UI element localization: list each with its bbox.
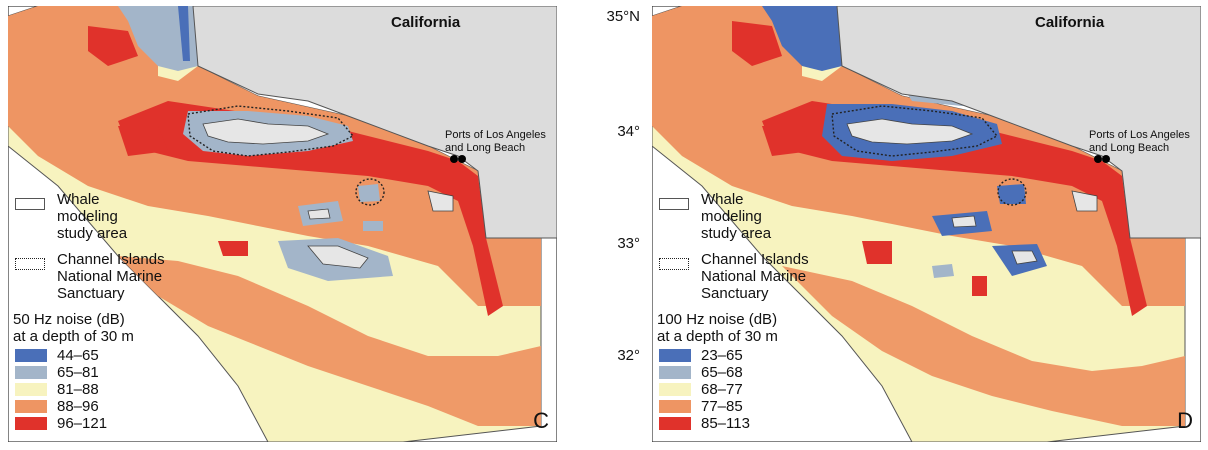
study-area-symbol — [659, 198, 689, 210]
noise-legend-title: 50 Hz noise (dB) at a depth of 30 m — [13, 311, 193, 345]
noise-class-1: 44–65 — [13, 347, 193, 364]
legend-sanctuary: Channel Islands National Marine Sanctuar… — [13, 251, 193, 302]
legend-study-area: Whale modeling study area — [657, 191, 837, 242]
legend: Whale modeling study area Channel Island… — [657, 191, 837, 432]
swatch — [15, 366, 47, 379]
noise-title-line-1: 100 Hz noise (dB) — [657, 311, 778, 328]
legend-sanctuary: Channel Islands National Marine Sanctuar… — [657, 251, 837, 302]
swatch — [15, 417, 47, 430]
study-area-line-1: Whale — [57, 191, 100, 208]
ports-label: Ports of Los Angeles and Long Beach — [445, 129, 555, 155]
class-label: 65–81 — [57, 364, 99, 381]
noise-title-line-1: 50 Hz noise (dB) — [13, 311, 125, 328]
class-label: 81–88 — [57, 381, 99, 398]
class-label: 85–113 — [701, 415, 750, 432]
noise-title-line-2: at a depth of 30 m — [657, 328, 778, 345]
noise-class-1: 23–65 — [657, 347, 837, 364]
study-area-line-3: study area — [701, 225, 772, 242]
noise-class-4: 88–96 — [13, 398, 193, 415]
swatch — [15, 349, 47, 362]
class-label: 77–85 — [701, 398, 743, 415]
state-label: California — [1035, 14, 1105, 31]
ports-label-line-1: Ports of Los Angeles — [1089, 129, 1190, 141]
swatch — [15, 400, 47, 413]
class-label: 88–96 — [57, 398, 99, 415]
ports-label-line-1: Ports of Los Angeles — [445, 129, 546, 141]
noise-map-d — [652, 6, 1201, 442]
study-area-line-2: modeling — [701, 208, 762, 225]
sanctuary-symbol — [15, 258, 45, 270]
sanctuary-line-2: National Marine — [701, 268, 807, 285]
noise-class-3: 81–88 — [13, 381, 193, 398]
class-label: 23–65 — [701, 347, 743, 364]
swatch — [659, 349, 691, 362]
latitude-label-32: 32° — [617, 347, 640, 364]
swatch — [15, 383, 47, 396]
map-panel-d: California Ports of Los Angeles and Long… — [652, 6, 1201, 442]
noise-class-2: 65–81 — [13, 364, 193, 381]
swatch — [659, 400, 691, 413]
swatch — [659, 366, 691, 379]
legend-study-area: Whale modeling study area — [13, 191, 193, 242]
swatch — [659, 383, 691, 396]
noise-class-4: 77–85 — [657, 398, 837, 415]
latitude-label-33: 33° — [617, 235, 640, 252]
noise-title-line-2: at a depth of 30 m — [13, 328, 134, 345]
noise-legend-title: 100 Hz noise (dB) at a depth of 30 m — [657, 311, 837, 345]
study-area-symbol — [15, 198, 45, 210]
study-area-line-2: modeling — [57, 208, 118, 225]
latitude-label-34: 34° — [617, 123, 640, 140]
sanctuary-line-1: Channel Islands — [701, 251, 809, 268]
panel-letter: D — [1177, 408, 1193, 433]
map-panel-c: California Ports of Los Angeles and Long… — [8, 6, 557, 442]
panel-letter: C — [533, 408, 549, 433]
class-label: 68–77 — [701, 381, 743, 398]
swatch — [659, 417, 691, 430]
noise-class-3: 68–77 — [657, 381, 837, 398]
sanctuary-symbol — [659, 258, 689, 270]
legend: Whale modeling study area Channel Island… — [13, 191, 193, 432]
class-label: 96–121 — [57, 415, 108, 432]
ports-label-line-2: and Long Beach — [1089, 142, 1170, 154]
ports-label-line-2: and Long Beach — [445, 142, 526, 154]
sanctuary-line-3: Sanctuary — [57, 285, 125, 302]
ports-label: Ports of Los Angeles and Long Beach — [1089, 129, 1199, 155]
study-area-line-1: Whale — [701, 191, 744, 208]
noise-class-5: 85–113 — [657, 415, 837, 432]
study-area-line-3: study area — [57, 225, 128, 242]
noise-map-c — [8, 6, 557, 442]
sanctuary-line-1: Channel Islands — [57, 251, 165, 268]
noise-class-2: 65–68 — [657, 364, 837, 381]
sanctuary-line-3: Sanctuary — [701, 285, 769, 302]
latitude-label-35: 35°N — [606, 8, 640, 25]
sanctuary-line-2: National Marine — [57, 268, 163, 285]
state-label: California — [391, 14, 461, 31]
noise-class-5: 96–121 — [13, 415, 193, 432]
class-label: 65–68 — [701, 364, 743, 381]
class-label: 44–65 — [57, 347, 99, 364]
